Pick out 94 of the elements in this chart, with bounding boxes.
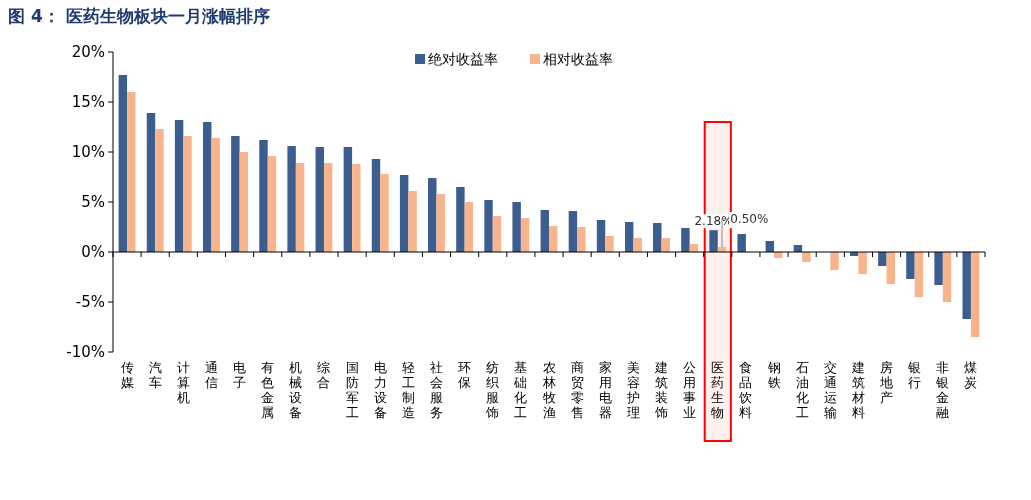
bar xyxy=(624,222,634,252)
bar xyxy=(540,210,549,252)
bar xyxy=(456,187,465,252)
x-tick-label: 煤炭 xyxy=(964,360,978,390)
bar xyxy=(428,178,437,252)
bar xyxy=(315,147,324,252)
bar xyxy=(886,252,895,284)
bar xyxy=(970,252,980,337)
y-tick-label: 10% xyxy=(71,143,105,161)
x-tick-label: 银行 xyxy=(907,360,922,390)
x-tick-label: 基础化工 xyxy=(513,360,528,420)
legend-label: 相对收益率 xyxy=(543,51,613,67)
x-tick-label: 医药生物 xyxy=(711,360,725,420)
x-tick-label: 电子 xyxy=(233,360,247,390)
x-tick-label: 石油化工 xyxy=(795,360,809,420)
bar xyxy=(653,223,662,252)
bar xyxy=(802,252,811,262)
bar xyxy=(906,252,915,279)
bar xyxy=(146,113,156,252)
bar xyxy=(633,238,642,252)
y-tick-label: 20% xyxy=(71,43,105,61)
bar xyxy=(408,191,417,252)
x-tick-label: 交通运输 xyxy=(823,360,837,420)
bar xyxy=(436,194,445,252)
bar xyxy=(914,252,924,297)
bar xyxy=(858,252,867,274)
bar xyxy=(239,152,249,252)
bar xyxy=(295,163,305,252)
bar xyxy=(371,159,381,252)
x-tick-label: 国防军工 xyxy=(345,360,359,420)
bar xyxy=(323,163,333,252)
bar xyxy=(577,227,586,252)
x-tick-label: 环保 xyxy=(458,360,472,390)
bar xyxy=(118,75,128,252)
chart-title: 图 4： 医药生物板块一月涨幅排序 xyxy=(8,6,270,26)
x-tick-label: 机械设备 xyxy=(289,360,303,420)
bar xyxy=(174,120,184,252)
x-tick-label: 传媒 xyxy=(120,360,134,390)
x-tick-label: 美容护理 xyxy=(625,360,640,420)
x-tick-label: 食品饮料 xyxy=(738,360,753,420)
legend-label: 绝对收益率 xyxy=(428,51,498,67)
y-tick-label: 0% xyxy=(81,243,105,261)
bar xyxy=(343,147,353,252)
bar xyxy=(231,136,240,252)
x-tick-label: 有色金属 xyxy=(261,360,275,420)
x-tick-label: 建筑装饰 xyxy=(654,360,669,420)
y-tick-label: -5% xyxy=(75,293,105,311)
bar xyxy=(605,236,614,252)
bar xyxy=(549,226,558,252)
bar xyxy=(267,156,277,252)
x-tick-label: 社会服务 xyxy=(429,360,443,420)
x-tick-label: 纺织服饰 xyxy=(485,360,500,420)
bar xyxy=(127,92,136,252)
bar xyxy=(942,252,952,302)
x-tick-label: 通信 xyxy=(204,360,218,390)
x-tick-label: 计算机 xyxy=(176,360,190,405)
x-tick-label: 非银金融 xyxy=(935,360,950,420)
bar xyxy=(183,136,192,252)
bar xyxy=(512,202,521,252)
bar xyxy=(211,138,220,252)
x-tick-label: 商贸零售 xyxy=(570,360,584,420)
bar xyxy=(492,216,502,252)
x-tick-label: 公用事业 xyxy=(683,360,697,420)
x-tick-label: 轻工制造 xyxy=(401,360,415,420)
bar xyxy=(520,218,530,252)
bar xyxy=(568,211,578,252)
bar xyxy=(596,220,606,252)
bar xyxy=(830,252,839,270)
bar xyxy=(259,140,268,252)
data-label: 0.50% xyxy=(730,212,769,226)
bar xyxy=(681,228,690,252)
bar xyxy=(737,234,746,252)
x-tick-label: 汽车 xyxy=(148,360,162,390)
bar xyxy=(287,146,296,252)
bar xyxy=(464,202,474,252)
bar xyxy=(380,174,389,252)
bar xyxy=(352,164,361,252)
x-tick-label: 家用电器 xyxy=(598,360,612,420)
bar xyxy=(878,252,887,266)
x-tick-label: 房地产 xyxy=(879,360,894,405)
y-tick-label: 15% xyxy=(71,93,105,111)
x-tick-label: 综合 xyxy=(317,360,331,390)
x-tick-label: 电力设备 xyxy=(373,360,387,420)
bar xyxy=(484,200,493,252)
bar xyxy=(934,252,943,285)
x-tick-label: 建筑材料 xyxy=(850,360,865,420)
bar xyxy=(203,122,212,252)
x-tick-label: 农林牧渔 xyxy=(541,360,556,420)
bar xyxy=(962,252,971,319)
x-tick-label: 钢铁 xyxy=(766,360,781,390)
bar xyxy=(399,175,409,252)
bar xyxy=(155,129,164,252)
y-tick-label: -10% xyxy=(66,343,105,361)
y-tick-label: 5% xyxy=(81,193,105,211)
